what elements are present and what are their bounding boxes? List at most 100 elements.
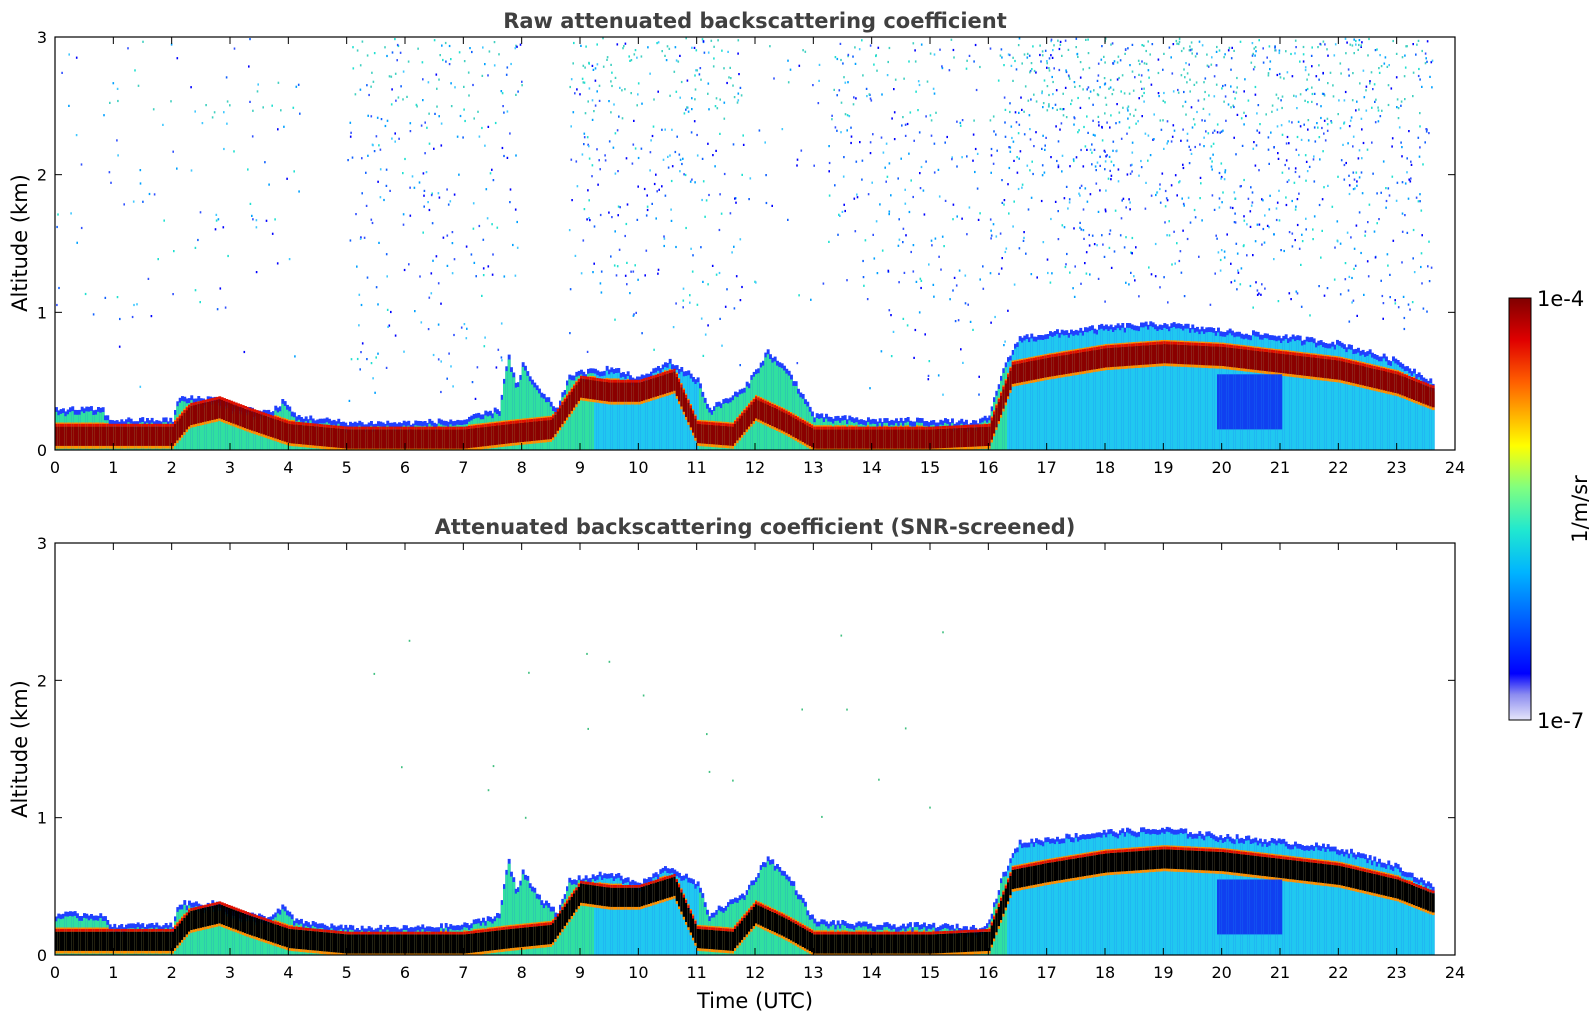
noise-pixel: [1235, 153, 1237, 156]
bl-body: [1095, 334, 1099, 450]
noise-pixel: [1178, 40, 1181, 43]
bl-core: [209, 401, 212, 421]
bl-core: [834, 429, 838, 449]
noise-pixel: [1091, 163, 1093, 166]
bl-core: [55, 426, 58, 446]
bl-core: [496, 425, 499, 445]
noise-pixel: [1234, 97, 1236, 100]
noise-pixel: [1343, 178, 1346, 181]
noise-pixel: [1016, 156, 1018, 159]
bl-core: [687, 402, 691, 423]
noise-pixel: [1380, 279, 1382, 282]
bl-core-edge: [850, 426, 854, 430]
noise-pixel: [856, 193, 858, 196]
noise-pixel: [1222, 84, 1224, 88]
bl-core: [199, 403, 203, 423]
noise-pixel: [1252, 306, 1254, 309]
noise-pixel: [599, 168, 601, 171]
bl-core: [379, 429, 383, 449]
noise-pixel: [1092, 133, 1095, 136]
bl-core-edge: [853, 426, 856, 430]
noise-pixel: [368, 93, 370, 97]
bl-core: [694, 418, 698, 438]
bl-core: [153, 426, 156, 446]
noise-pixel: [622, 47, 624, 50]
bl-core-edge: [601, 378, 604, 382]
noise-pixel: [1143, 44, 1145, 47]
noise-pixel: [484, 144, 486, 147]
bl-core-edge: [290, 421, 294, 425]
bl-core: [202, 402, 205, 423]
noise-pixel: [1359, 82, 1361, 85]
bl-core: [1025, 361, 1029, 382]
noise-pixel: [1193, 83, 1196, 86]
noise-pixel: [846, 114, 849, 117]
noise-pixel: [1267, 136, 1270, 139]
noise-pixel: [509, 201, 511, 204]
noise-pixel: [789, 68, 792, 71]
bl-core: [960, 427, 964, 448]
bl-core: [192, 405, 196, 425]
noise-pixel: [737, 52, 739, 55]
noise-pixel: [1323, 294, 1326, 297]
noise-pixel: [1400, 104, 1402, 107]
noise-pixel: [402, 70, 405, 73]
bl-core: [129, 426, 133, 446]
noise-pixel: [687, 110, 690, 113]
bl-core-edge: [337, 425, 341, 429]
noise-pixel: [1367, 275, 1370, 278]
bl-core-edge: [1067, 351, 1071, 355]
noise-pixel: [153, 193, 156, 196]
bl-body: [1156, 331, 1160, 450]
bl-core-edge: [1063, 352, 1066, 356]
bl-core: [213, 400, 217, 420]
noise-pixel: [624, 234, 626, 238]
noise-pixel: [205, 104, 207, 107]
noise-pixel: [583, 132, 586, 135]
noise-pixel: [1075, 37, 1078, 40]
bl-core: [806, 425, 810, 445]
noise-pixel: [252, 218, 254, 221]
bl-core: [820, 429, 824, 449]
bl-core: [668, 373, 672, 393]
bl-core: [533, 421, 537, 441]
noise-pixel: [1313, 215, 1316, 218]
noise-pixel: [1041, 147, 1043, 150]
noise-pixel: [1091, 143, 1093, 146]
noise-pixel: [1419, 200, 1421, 203]
noise-pixel: [974, 43, 977, 47]
bl-core-edge: [888, 426, 891, 430]
noise-pixel: [711, 264, 714, 267]
noise-pixel: [611, 84, 613, 88]
noise-pixel: [271, 104, 273, 107]
bl-core-edge: [265, 413, 268, 416]
noise-pixel: [1404, 182, 1407, 185]
noise-pixel: [1247, 197, 1250, 200]
bl-core-edge: [136, 423, 140, 427]
noise-pixel: [487, 74, 489, 77]
noise-pixel: [411, 175, 414, 178]
noise-pixel: [500, 356, 503, 359]
bl-body: [657, 370, 660, 450]
noise-pixel: [1338, 99, 1340, 102]
bl-core: [969, 427, 973, 447]
noise-pixel: [974, 147, 977, 151]
noise-pixel: [726, 288, 728, 291]
noise-pixel: [1148, 266, 1150, 269]
noise-pixel: [630, 59, 633, 62]
noise-pixel: [437, 282, 440, 285]
noise-pixel: [427, 201, 429, 204]
noise-pixel: [723, 101, 726, 104]
noise-pixel: [568, 229, 571, 232]
noise-pixel: [1025, 252, 1027, 255]
bl-pocket: [1259, 374, 1262, 430]
bl-body: [1056, 334, 1059, 450]
noise-pixel: [938, 255, 940, 258]
bl-pocket: [1277, 374, 1281, 430]
bl-core-edge: [232, 401, 236, 405]
noise-pixel: [902, 241, 904, 244]
noise-pixel: [667, 166, 670, 169]
bl-pocket: [1226, 374, 1230, 430]
noise-pixel: [1309, 314, 1311, 317]
noise-pixel: [1082, 88, 1084, 91]
